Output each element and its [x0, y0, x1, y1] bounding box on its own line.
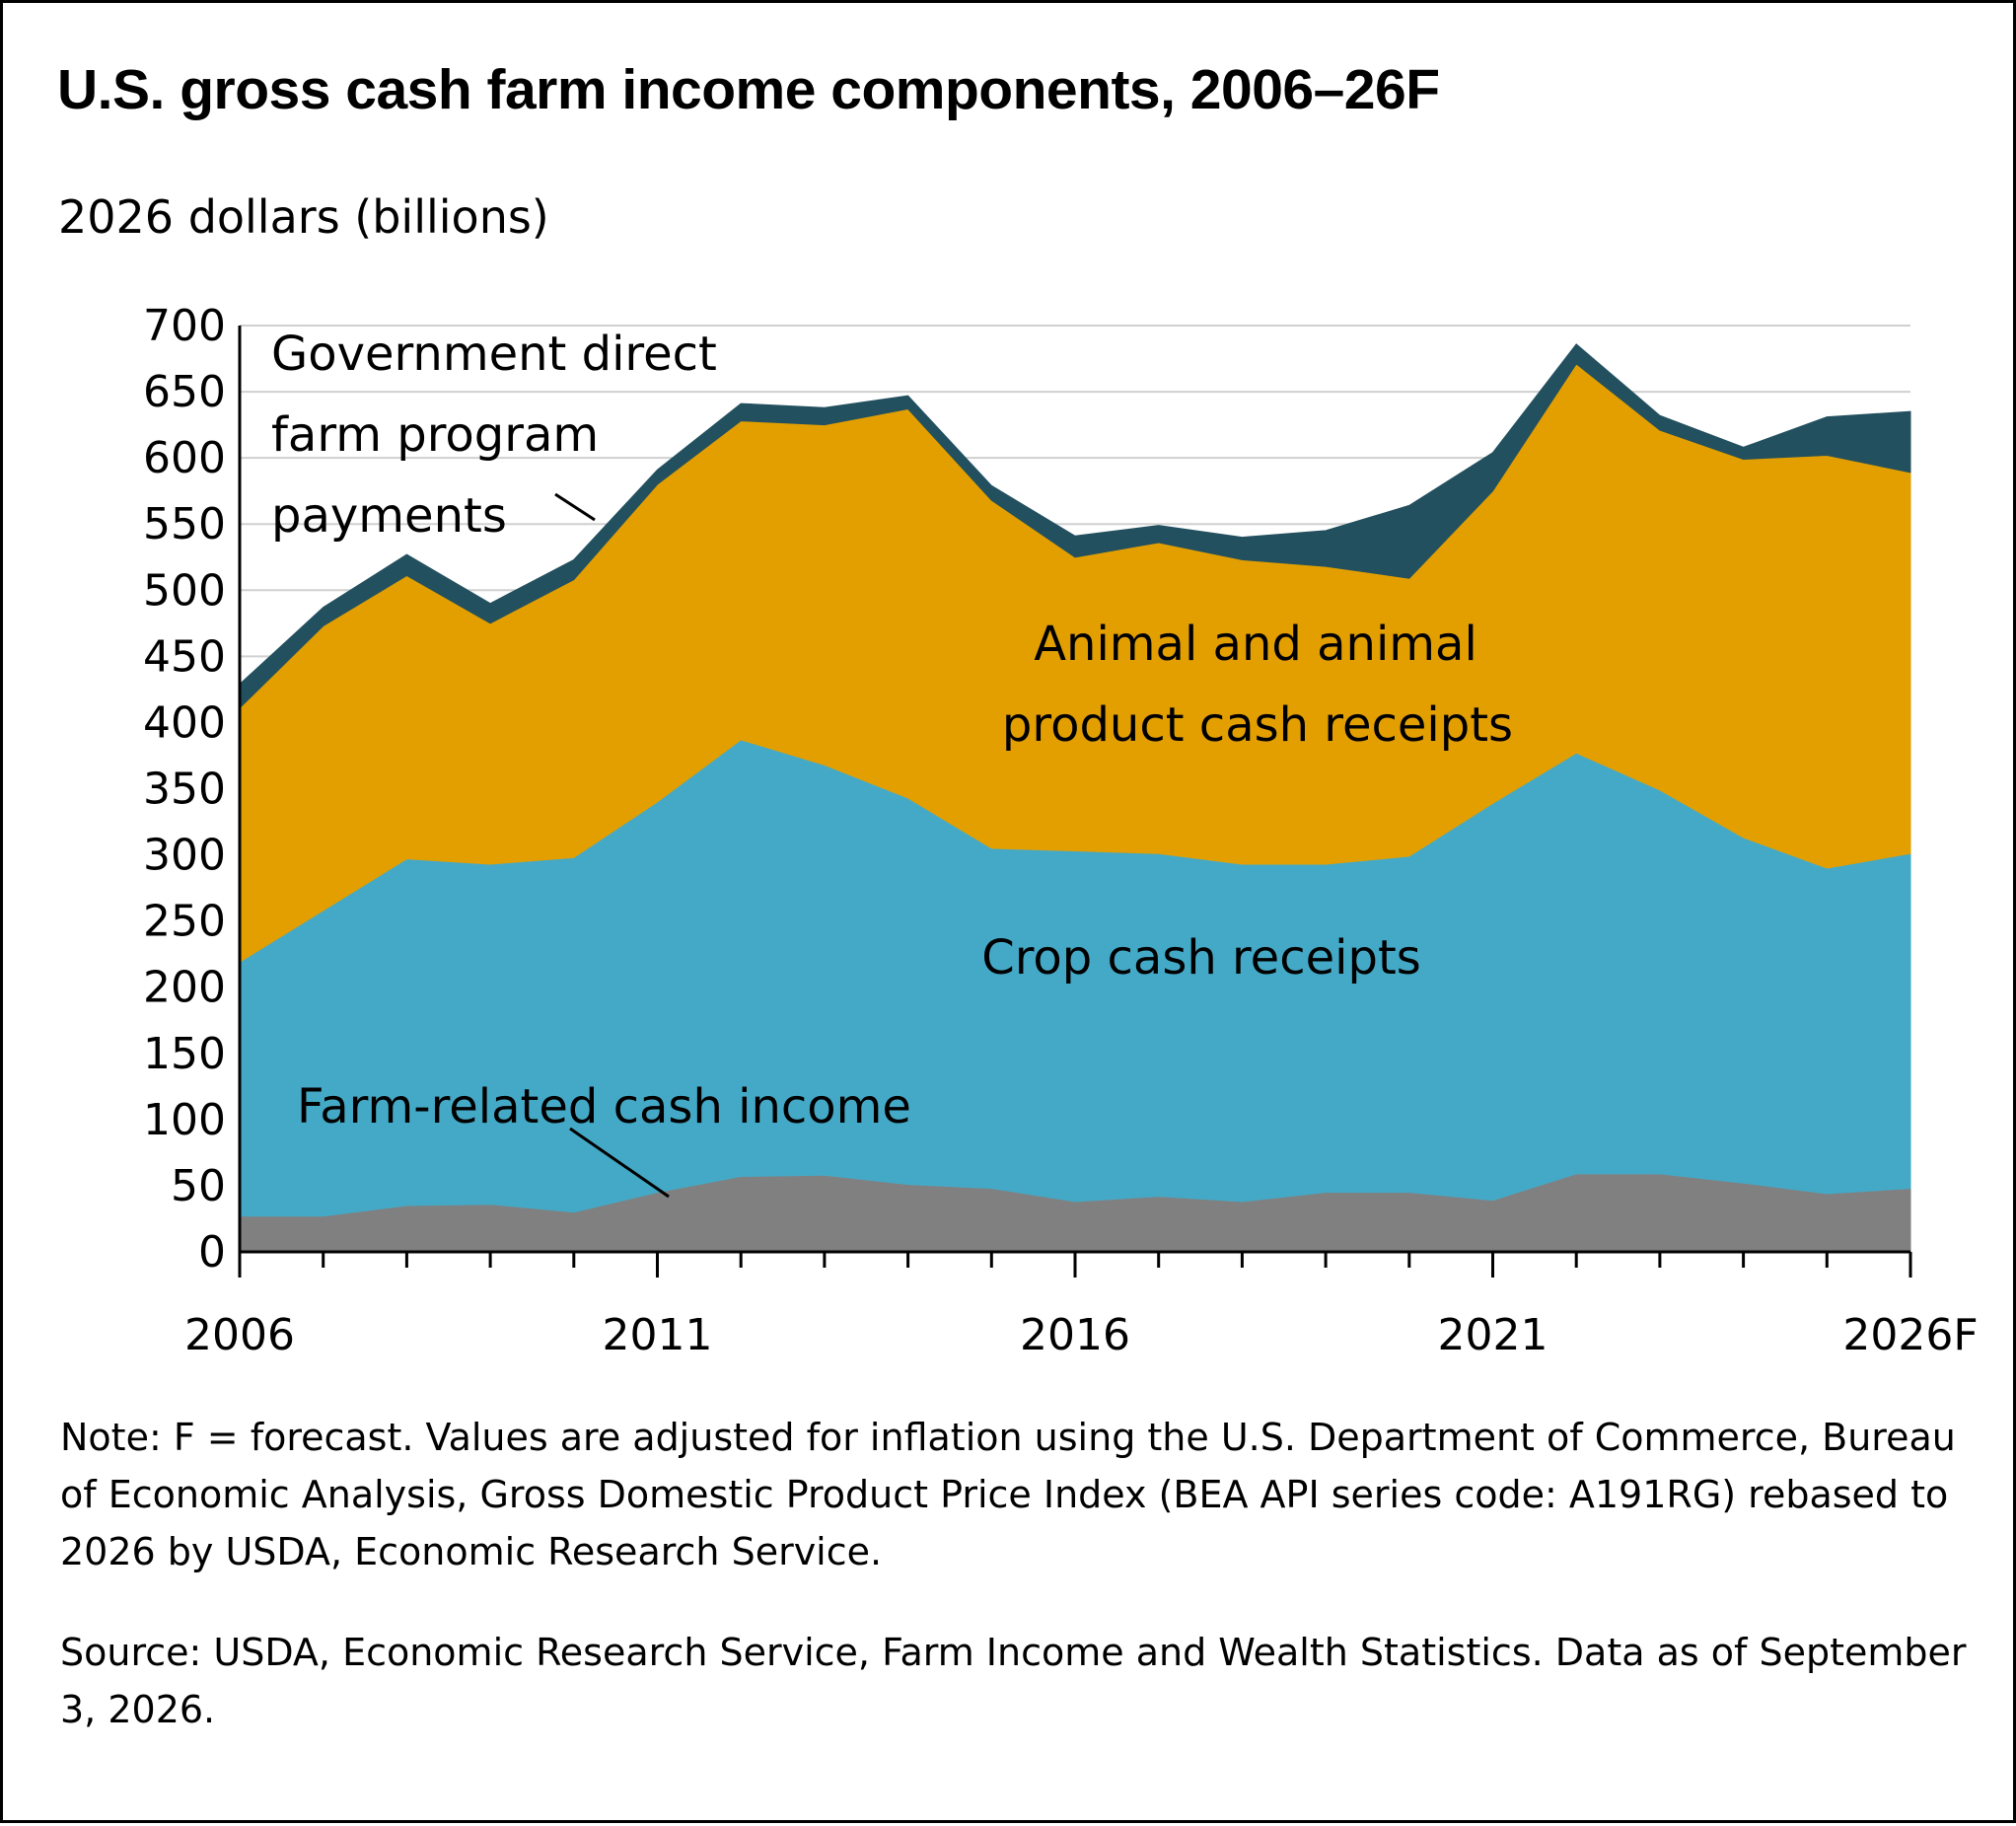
- chart-title: U.S. gross cash farm income components, …: [57, 58, 1440, 121]
- government-label-line2: farm program: [271, 407, 599, 463]
- x-tick-label-2021: 2021: [1438, 1310, 1548, 1360]
- y-tick-label-300: 300: [143, 831, 226, 881]
- y-axis-unit-label: 2026 dollars (billions): [58, 190, 549, 244]
- area-government-payments: [239, 343, 1911, 709]
- y-tick-label-700: 700: [143, 301, 226, 351]
- y-tick-label-400: 400: [143, 697, 226, 748]
- government-label-leader: [554, 492, 596, 522]
- x-tick-label-2006: 2006: [184, 1310, 295, 1360]
- animal-label-line2: product cash receipts: [1002, 697, 1513, 753]
- farm-related-label-leader: [569, 1127, 670, 1199]
- y-tick-label-350: 350: [143, 765, 226, 815]
- farm-related-label: Farm-related cash income: [297, 1079, 911, 1134]
- crop-label: Crop cash receipts: [981, 930, 1421, 986]
- government-label-line1: Government direct: [271, 327, 717, 382]
- y-tick-label-150: 150: [143, 1029, 226, 1079]
- area-series: [239, 343, 1911, 1253]
- chart-source: Source: USDA, Economic Research Service,…: [60, 1631, 1967, 1731]
- y-tick-label-200: 200: [143, 963, 226, 1013]
- axes: 0 50 100 150 200 250 300 350 400 450 500 550 600 650 7…: [143, 301, 1979, 1360]
- y-tick-label-550: 550: [143, 499, 226, 549]
- animal-label-line1: Animal and animal: [1034, 617, 1477, 672]
- y-tick-label-250: 250: [143, 897, 226, 947]
- government-label-line3: payments: [271, 488, 507, 544]
- y-tick-label-650: 650: [143, 367, 226, 417]
- y-tick-label-0: 0: [198, 1227, 226, 1278]
- y-tick-label-600: 600: [143, 433, 226, 483]
- chart-note: Note: F = forecast. Values are adjusted …: [60, 1416, 1956, 1573]
- y-tick-label-100: 100: [143, 1095, 226, 1145]
- x-tick-label-2016: 2016: [1020, 1310, 1130, 1360]
- y-tick-label-450: 450: [143, 631, 226, 682]
- y-tick-label-500: 500: [143, 565, 226, 616]
- x-tick-label-2011: 2011: [603, 1310, 713, 1360]
- stacked-area-chart: 0 50 100 150 200 250 300 350 400 450 500 550 600 650 7…: [143, 301, 1979, 1360]
- series-labels: Government direct farm program payments …: [271, 327, 1513, 1199]
- x-tick-label-2026: 2026F: [1842, 1310, 1978, 1360]
- y-tick-label-50: 50: [171, 1161, 226, 1211]
